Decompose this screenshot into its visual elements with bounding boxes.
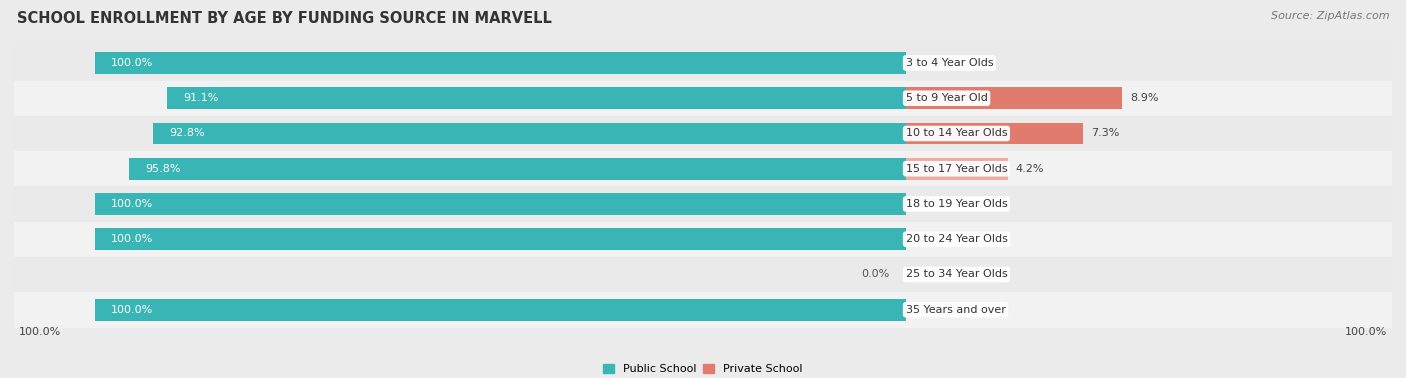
Text: 0.0%: 0.0% <box>914 58 942 68</box>
Text: 15 to 17 Year Olds: 15 to 17 Year Olds <box>905 164 1007 174</box>
Bar <box>153 122 905 144</box>
Text: 0.0%: 0.0% <box>914 199 942 209</box>
Text: 92.8%: 92.8% <box>170 129 205 138</box>
Bar <box>905 122 1083 144</box>
Text: 3 to 4 Year Olds: 3 to 4 Year Olds <box>905 58 993 68</box>
Text: 100.0%: 100.0% <box>111 305 153 315</box>
Bar <box>14 81 1392 116</box>
Text: 25 to 34 Year Olds: 25 to 34 Year Olds <box>905 270 1007 279</box>
Bar <box>167 87 905 109</box>
Text: 7.3%: 7.3% <box>1091 129 1119 138</box>
Text: 35 Years and over: 35 Years and over <box>905 305 1005 315</box>
Bar <box>905 158 1008 180</box>
Bar <box>96 228 905 250</box>
Bar <box>14 292 1392 327</box>
Text: 95.8%: 95.8% <box>145 164 181 174</box>
Text: 20 to 24 Year Olds: 20 to 24 Year Olds <box>905 234 1008 244</box>
Text: 0.0%: 0.0% <box>914 234 942 244</box>
Bar <box>14 45 1392 81</box>
Text: 18 to 19 Year Olds: 18 to 19 Year Olds <box>905 199 1007 209</box>
Text: 0.0%: 0.0% <box>914 270 942 279</box>
Text: 100.0%: 100.0% <box>111 199 153 209</box>
Bar <box>14 151 1392 186</box>
Bar <box>14 186 1392 222</box>
Text: 10 to 14 Year Olds: 10 to 14 Year Olds <box>905 129 1007 138</box>
Bar <box>905 87 1122 109</box>
Bar <box>96 52 905 74</box>
Text: 0.0%: 0.0% <box>860 270 890 279</box>
Text: 91.1%: 91.1% <box>183 93 219 103</box>
Legend: Public School, Private School: Public School, Private School <box>599 360 807 378</box>
Bar <box>96 193 905 215</box>
Bar <box>14 222 1392 257</box>
Text: 5 to 9 Year Old: 5 to 9 Year Old <box>905 93 987 103</box>
Text: 100.0%: 100.0% <box>111 58 153 68</box>
Text: 8.9%: 8.9% <box>1130 93 1159 103</box>
Text: 4.2%: 4.2% <box>1017 164 1045 174</box>
Text: 100.0%: 100.0% <box>18 327 62 336</box>
Text: SCHOOL ENROLLMENT BY AGE BY FUNDING SOURCE IN MARVELL: SCHOOL ENROLLMENT BY AGE BY FUNDING SOUR… <box>17 11 551 26</box>
Bar <box>129 158 905 180</box>
Text: 100.0%: 100.0% <box>1344 327 1388 336</box>
Bar <box>96 299 905 321</box>
Bar <box>14 116 1392 151</box>
Bar <box>14 257 1392 292</box>
Text: 100.0%: 100.0% <box>111 234 153 244</box>
Text: Source: ZipAtlas.com: Source: ZipAtlas.com <box>1271 11 1389 21</box>
Text: 0.0%: 0.0% <box>914 305 942 315</box>
